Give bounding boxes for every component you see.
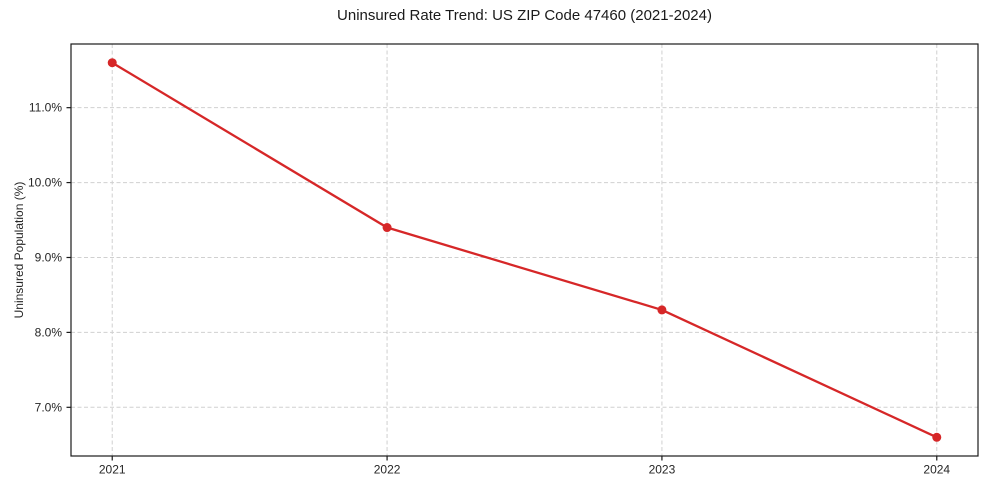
x-tick-label: 2023 (649, 463, 676, 477)
data-point (932, 432, 942, 442)
x-tick-label: 2022 (374, 463, 401, 477)
axes-spines (70, 43, 979, 457)
data-point (382, 223, 392, 233)
data-point (657, 305, 667, 315)
data-point (107, 58, 117, 68)
chart-title: Uninsured Rate Trend: US ZIP Code 47460 … (337, 7, 712, 24)
y-tick-label: 11.0% (29, 101, 62, 115)
data-line (111, 61, 938, 439)
y-tick-label: 7.0% (35, 400, 63, 414)
y-tick-label: 10.0% (28, 176, 62, 190)
y-tick-label: 8.0% (35, 325, 63, 339)
y-tick-label: 9.0% (35, 250, 63, 264)
x-tick-label: 2021 (99, 463, 126, 477)
x-tick-label: 2024 (923, 463, 950, 477)
